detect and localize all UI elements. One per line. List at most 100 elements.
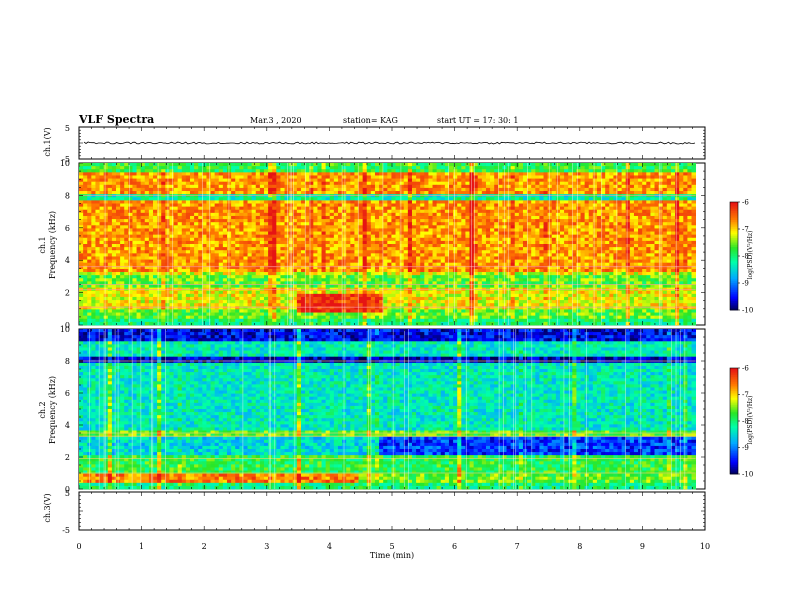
ch1-spectrogram-cell (634, 169, 639, 173)
ch1-spectrogram-cell (276, 194, 281, 198)
ch1-spectrogram-cell (194, 204, 199, 208)
ch1-spectrogram-cell (174, 213, 179, 217)
ch1-spectrogram-cell (326, 235, 331, 239)
ch1-spectrogram-cell (568, 163, 573, 167)
ch1-spectrogram-cell (116, 222, 121, 226)
ch1-spectrogram-cell (650, 210, 655, 214)
ch1-spectrogram-cell (313, 228, 318, 232)
ch1-spectrogram-cell (198, 260, 203, 264)
ch1-spectrogram-cell (622, 169, 627, 173)
ch1-spectrogram-cell (581, 204, 586, 208)
ch1-spectrogram-cell (470, 210, 475, 214)
ch1-spectrogram-cell (437, 225, 442, 229)
ch1-spectrogram-cell (79, 166, 84, 170)
ch1-spectrogram-cell (206, 204, 211, 208)
ch1-spectrogram-cell (437, 222, 442, 226)
ch1-spectrogram-cell (408, 188, 413, 192)
ch1-spectrogram-cell (523, 235, 528, 239)
ch1-spectrogram-cell (322, 253, 327, 257)
ch1-spectrogram-cell (157, 191, 162, 195)
ch1-spectrogram-cell (132, 241, 137, 245)
ch1-spectrogram-cell (539, 222, 544, 226)
ch1-spectrogram-cell (202, 213, 207, 217)
ch1-spectrogram-cell (285, 200, 290, 204)
ch1-spectrogram-cell (457, 256, 462, 260)
ch1-spectrogram-cell (371, 185, 376, 189)
ch1-spectrogram-cell (572, 238, 577, 242)
ch1-spectrogram-cell (605, 219, 610, 223)
ch1-spectrogram-cell (441, 210, 446, 214)
ch1-spectrogram-cell (511, 200, 516, 204)
ch1-spectrogram-cell (634, 238, 639, 242)
ch1-spectrogram-cell (112, 175, 117, 179)
ch1-spectrogram-cell (178, 247, 183, 251)
ch1-spectrogram-cell (182, 213, 187, 217)
ch1-spectrogram-cell (387, 256, 392, 260)
ch1-spectrogram-cell (556, 188, 561, 192)
ch1-spectrogram-cell (100, 185, 105, 189)
ch1-spectrogram-cell (396, 200, 401, 204)
ch1-spectrogram-cell (494, 200, 499, 204)
ch1-spectrogram-cell (190, 228, 195, 232)
ch1-spectrogram-cell (457, 222, 462, 226)
ch1-spectrogram-cell (523, 166, 528, 170)
ch1-spectrogram-cell (539, 163, 544, 167)
ch1-spectrogram-cell (141, 216, 146, 220)
ch1-spectrogram-cell (108, 232, 113, 236)
ch1-spectrogram-cell (461, 204, 466, 208)
ch1-spectrogram-cell (289, 166, 294, 170)
ch1-spectrogram-cell (276, 169, 281, 173)
ch1-spectrogram-cell (667, 260, 672, 264)
ch1-spectrogram-cell (531, 207, 536, 211)
ch1-spectrogram-cell (564, 222, 569, 226)
ch1-spectrogram-cell (165, 225, 170, 229)
ch1-spectrogram-cell (515, 200, 520, 204)
ch1-spectrogram-cell (671, 219, 676, 223)
ch1-spectrogram-cell (301, 253, 306, 257)
ch1-spectrogram-cell (396, 204, 401, 208)
ch1-spectrogram-cell (317, 169, 322, 173)
ch1-spectrogram-cell (350, 225, 355, 229)
ch1-spectrogram-cell (638, 250, 643, 254)
ch1-spectrogram-cell (375, 166, 380, 170)
ch1-spectrogram-cell (663, 238, 668, 242)
ch1-spectrogram-cell (104, 204, 109, 208)
ch1-spectrogram-cell (404, 191, 409, 195)
ch1-spectrogram-cell (663, 200, 668, 204)
ch1-spectrogram-cell (679, 172, 684, 176)
ch1-spectrogram-cell (560, 179, 565, 183)
ch1-spectrogram-cell (206, 163, 211, 167)
ch1-spectrogram-cell (359, 166, 364, 170)
ch1-spectrogram-cell (108, 216, 113, 220)
ch1-spectrogram-cell (305, 175, 310, 179)
ch1-spectrogram-cell (322, 179, 327, 183)
ch1-spectrogram-cell (375, 253, 380, 257)
ch1-spectrogram-cell (116, 219, 121, 223)
ch1-spectrogram-cell (642, 238, 647, 242)
ch1-spectrogram-cell (260, 200, 265, 204)
ch1-spectrogram-cell (301, 216, 306, 220)
ch1-spectrogram-cell (498, 197, 503, 201)
ch1-spectrogram-cell (679, 253, 684, 257)
ch1-spectrogram-cell (297, 250, 302, 254)
ch1-spectrogram-cell (128, 250, 133, 254)
ch1-spectrogram-cell (630, 247, 635, 251)
ch1-spectrogram-cell (124, 216, 129, 220)
ch1-spectrogram-cell (322, 260, 327, 264)
ch1-spectrogram-cell (149, 238, 154, 242)
ch1-spectrogram-cell (276, 225, 281, 229)
ch1-spectrogram-cell (276, 188, 281, 192)
ch1-spectrogram-cell (280, 182, 285, 186)
ch1-spectrogram-cell (642, 235, 647, 239)
ch1-spectrogram-cell (572, 207, 577, 211)
ch1-spectrogram-cell (453, 238, 458, 242)
ch1-spectrogram-cell (486, 172, 491, 176)
ch1-spectrogram-cell (359, 256, 364, 260)
ch1-spectrogram-cell (104, 182, 109, 186)
ch1-spectrogram-cell (346, 228, 351, 232)
ch1-spectrogram-cell (622, 238, 627, 242)
ch1-spectrogram-cell (453, 175, 458, 179)
ch1-spectrogram-cell (461, 238, 466, 242)
ch1-spectrogram-cell (91, 169, 96, 173)
ch1-spectrogram-cell (581, 232, 586, 236)
